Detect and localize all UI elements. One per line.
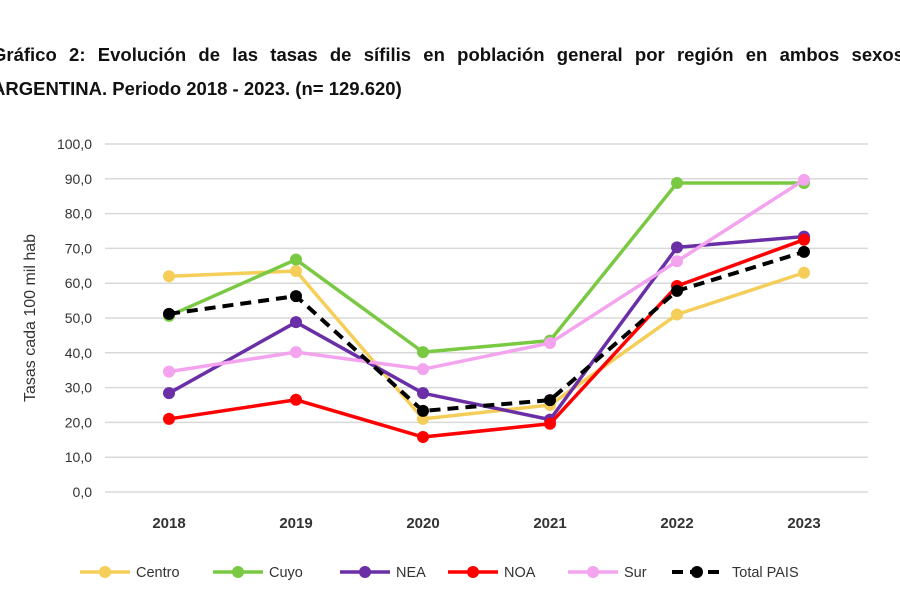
series-nea <box>163 230 810 426</box>
y-tick-label: 100,0 <box>57 136 92 152</box>
data-point-cuyo <box>417 346 429 359</box>
y-tick-label: 70,0 <box>65 240 92 256</box>
legend-swatch-marker <box>99 566 111 578</box>
x-tick-label: 2022 <box>660 515 693 532</box>
data-point-nea <box>671 241 683 254</box>
legend-label: NEA <box>396 565 426 581</box>
x-tick-label: 2018 <box>152 515 185 532</box>
y-tick-label: 20,0 <box>65 414 92 430</box>
y-tick-label: 0,0 <box>73 484 93 500</box>
data-point-cuyo <box>671 176 683 189</box>
series-line-nea <box>168 234 805 422</box>
series-centro <box>163 265 810 425</box>
series-line-sur <box>168 178 805 374</box>
legend-swatch-marker <box>359 566 371 578</box>
y-tick-label: 40,0 <box>65 345 92 361</box>
series-line-total-pais <box>168 249 805 413</box>
series-line-noa <box>168 238 805 439</box>
data-point-total-pais <box>417 404 429 417</box>
legend-item-sur: Sur <box>568 565 647 581</box>
series-noa <box>163 233 810 444</box>
legend-swatch-marker <box>587 566 599 578</box>
data-point-cuyo <box>290 253 302 266</box>
data-point-noa <box>417 431 429 444</box>
y-tick-label: 50,0 <box>65 310 92 326</box>
data-point-noa <box>163 412 175 425</box>
legend-label: Centro <box>136 565 180 581</box>
data-point-total-pais <box>544 394 556 407</box>
y-axis-label: Tasas cada 100 mil hab <box>22 234 39 402</box>
data-point-total-pais <box>671 284 683 297</box>
data-point-centro <box>290 265 302 278</box>
data-point-total-pais <box>798 245 810 258</box>
data-point-sur <box>544 337 556 350</box>
legend-label: Total PAIS <box>732 565 799 581</box>
legend-label: Cuyo <box>269 565 303 581</box>
series-total-pais <box>163 245 810 417</box>
y-tick-label: 90,0 <box>65 171 92 187</box>
x-tick-label: 2021 <box>533 515 566 532</box>
data-point-nea <box>163 387 175 400</box>
y-tick-label: 60,0 <box>65 275 92 291</box>
data-point-centro <box>671 308 683 321</box>
data-point-total-pais <box>163 307 175 320</box>
x-tick-label: 2020 <box>406 515 439 532</box>
legend-label: NOA <box>504 565 536 581</box>
data-point-total-pais <box>290 290 302 303</box>
legend-item-cuyo: Cuyo <box>213 565 303 581</box>
data-point-nea <box>417 387 429 400</box>
data-point-noa <box>544 417 556 430</box>
series-sur <box>163 173 810 378</box>
data-point-centro <box>163 270 175 283</box>
x-tick-label: 2023 <box>787 515 820 532</box>
legend-swatch-marker <box>232 566 244 578</box>
data-point-sur <box>798 173 810 186</box>
y-tick-label: 30,0 <box>65 380 92 396</box>
legend-swatch-marker <box>691 566 703 578</box>
y-tick-label: 10,0 <box>65 449 92 465</box>
chart-title: Gráfico 2: Evolución de las tasas de síf… <box>0 38 900 106</box>
data-point-sur <box>290 346 302 359</box>
data-point-noa <box>798 233 810 246</box>
data-point-sur <box>163 365 175 378</box>
data-point-nea <box>290 316 302 329</box>
legend-item-total-pais: Total PAIS <box>672 565 799 581</box>
series-cuyo <box>163 176 810 359</box>
legend-swatch-marker <box>467 566 479 578</box>
legend-label: Sur <box>624 565 647 581</box>
legend-item-noa: NOA <box>448 565 536 581</box>
legend-item-centro: Centro <box>80 565 180 581</box>
series-line-cuyo <box>168 181 804 354</box>
chart-title-line1: Gráfico 2: Evolución de las tasas de síf… <box>0 44 900 65</box>
series-line-centro <box>168 269 805 421</box>
y-tick-label: 80,0 <box>65 206 92 222</box>
legend-item-nea: NEA <box>340 565 426 581</box>
data-point-sur <box>417 363 429 376</box>
data-point-centro <box>798 266 810 279</box>
data-point-noa <box>290 393 302 406</box>
data-point-sur <box>671 255 683 268</box>
x-tick-label: 2019 <box>279 515 312 532</box>
chart-subtitle: ARGENTINA. Periodo 2018 - 2023. (n= 129.… <box>0 78 402 99</box>
